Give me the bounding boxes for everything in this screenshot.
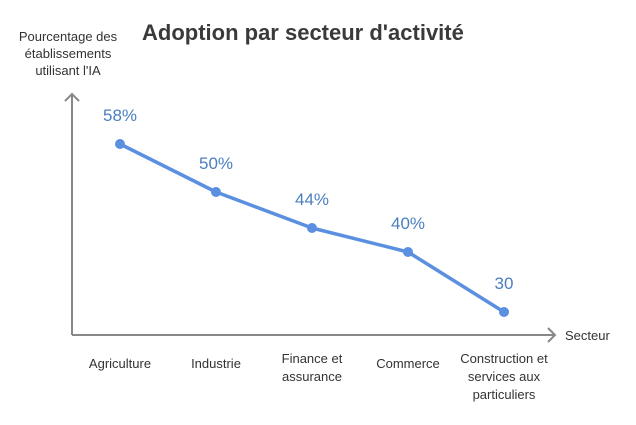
x-tick-label: assurance — [282, 369, 342, 384]
x-tick-label: Industrie — [191, 356, 241, 371]
y-axis-label-line: utilisant l'IA — [35, 63, 101, 78]
x-axis-arrow — [547, 327, 557, 343]
x-tick-label: Construction et — [460, 351, 548, 366]
data-point — [403, 247, 413, 257]
data-point — [499, 307, 509, 317]
data-label: 50% — [199, 154, 233, 173]
x-axis-label: Secteur — [565, 328, 610, 343]
data-point — [307, 223, 317, 233]
x-tick-label: Commerce — [376, 356, 440, 371]
y-axis-label-line: Pourcentage des — [19, 29, 118, 44]
data-label: 44% — [295, 190, 329, 209]
x-tick-label: Finance et — [282, 351, 343, 366]
x-tick-label: Agriculture — [89, 356, 151, 371]
x-tick-label: services aux — [468, 369, 541, 384]
y-axis-arrow — [64, 92, 80, 102]
data-label: 30 — [495, 274, 514, 293]
data-label: 40% — [391, 214, 425, 233]
y-axis-label: Pourcentage des établissements utilisant l… — [19, 29, 118, 78]
series: 58% 50% 44% 40% 30 — [103, 106, 513, 317]
data-label: 58% — [103, 106, 137, 125]
chart-title: Adoption par secteur d'activité — [142, 20, 464, 45]
y-axis-label-line: établissements — [25, 46, 112, 61]
data-point — [211, 187, 221, 197]
axes — [64, 92, 557, 343]
data-point — [115, 139, 125, 149]
x-tick-labels: Agriculture Industrie Finance et assurance C… — [89, 351, 548, 402]
x-tick-label: particuliers — [473, 387, 536, 402]
